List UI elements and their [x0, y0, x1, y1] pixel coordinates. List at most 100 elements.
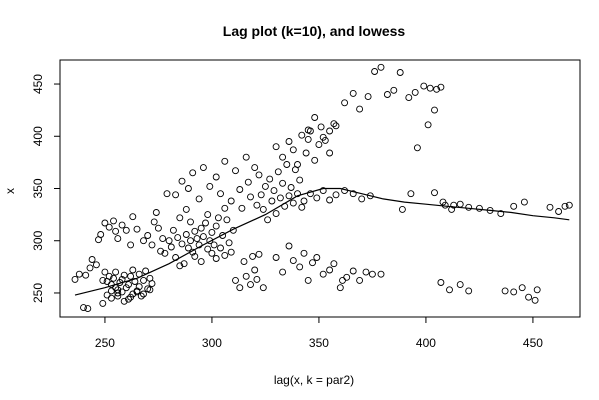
data-point	[276, 194, 284, 202]
data-point	[279, 268, 287, 276]
data-point	[531, 296, 539, 304]
data-point	[197, 224, 205, 232]
data-point	[105, 272, 113, 280]
data-point	[565, 201, 573, 209]
data-point	[289, 257, 297, 265]
data-point	[326, 149, 334, 157]
data-point	[433, 85, 441, 93]
data-point	[182, 231, 190, 238]
data-point	[304, 135, 312, 143]
data-point	[300, 249, 308, 257]
data-point	[204, 245, 212, 253]
data-point	[304, 126, 312, 134]
data-point	[317, 123, 325, 131]
data-point	[86, 264, 94, 272]
data-point	[150, 218, 158, 226]
data-point	[332, 122, 340, 130]
data-point	[465, 287, 473, 295]
data-point	[510, 202, 518, 210]
data-point	[296, 263, 304, 271]
data-point	[364, 93, 372, 101]
data-point	[377, 63, 385, 71]
data-point	[283, 161, 291, 168]
data-point	[520, 198, 528, 206]
data-point	[212, 222, 220, 230]
data-point	[144, 232, 152, 239]
data-point	[118, 221, 126, 229]
data-point	[114, 235, 122, 243]
data-point	[238, 204, 246, 212]
data-point	[88, 256, 96, 263]
data-point	[80, 304, 87, 312]
chart-title: Lag plot (k=10), and lowess	[223, 23, 406, 39]
data-point	[313, 254, 321, 261]
data-point	[319, 187, 327, 195]
data-point	[227, 248, 235, 256]
data-point	[518, 284, 526, 292]
data-point	[272, 210, 280, 218]
data-point	[225, 239, 233, 247]
x-axis: 250 300 350 400 450	[95, 317, 543, 350]
data-point	[311, 114, 319, 121]
data-point	[174, 234, 182, 242]
data-point	[326, 196, 334, 204]
data-point	[75, 270, 83, 278]
data-point	[405, 94, 413, 102]
data-point	[208, 228, 216, 236]
data-point	[99, 276, 107, 284]
data-point	[247, 193, 254, 201]
data-point	[259, 205, 267, 213]
data-point	[125, 281, 132, 289]
data-point	[266, 175, 274, 183]
x-tick-label: 400	[416, 336, 436, 350]
data-point	[285, 138, 293, 145]
data-point	[413, 144, 421, 152]
data-point	[294, 161, 301, 168]
data-point	[129, 266, 137, 274]
data-point	[313, 194, 321, 202]
data-point	[294, 190, 301, 198]
data-point	[140, 237, 147, 245]
data-point	[349, 190, 357, 198]
data-point	[407, 190, 415, 198]
data-point	[510, 288, 518, 296]
data-point	[270, 187, 278, 195]
data-point	[255, 171, 263, 179]
data-point	[450, 201, 458, 209]
data-point	[167, 243, 175, 251]
x-tick-label: 300	[202, 336, 222, 350]
data-point	[296, 176, 304, 184]
data-point	[272, 254, 280, 261]
data-point	[349, 89, 357, 97]
data-point	[285, 192, 293, 200]
data-point	[326, 266, 334, 274]
data-point	[137, 292, 145, 300]
data-point	[261, 182, 269, 190]
data-point	[298, 131, 306, 139]
data-point	[272, 143, 280, 151]
data-point	[101, 219, 109, 227]
data-point	[555, 208, 563, 215]
data-point	[112, 227, 120, 235]
data-point	[396, 69, 404, 76]
data-point	[204, 211, 212, 219]
data-point	[475, 204, 483, 212]
data-point	[193, 235, 201, 243]
data-point	[105, 223, 113, 231]
data-point	[127, 272, 135, 280]
data-point	[148, 241, 156, 249]
data-point	[371, 68, 379, 75]
data-point	[356, 105, 364, 113]
data-point	[343, 273, 351, 281]
x-tick-label: 250	[95, 336, 115, 350]
data-point	[197, 258, 205, 266]
data-point	[184, 244, 192, 252]
data-point	[437, 83, 445, 91]
data-point	[208, 249, 216, 257]
y-tick-label: 350	[31, 178, 45, 198]
data-point	[253, 201, 261, 209]
data-point	[71, 275, 79, 283]
data-point	[199, 233, 207, 241]
data-point	[118, 288, 126, 296]
